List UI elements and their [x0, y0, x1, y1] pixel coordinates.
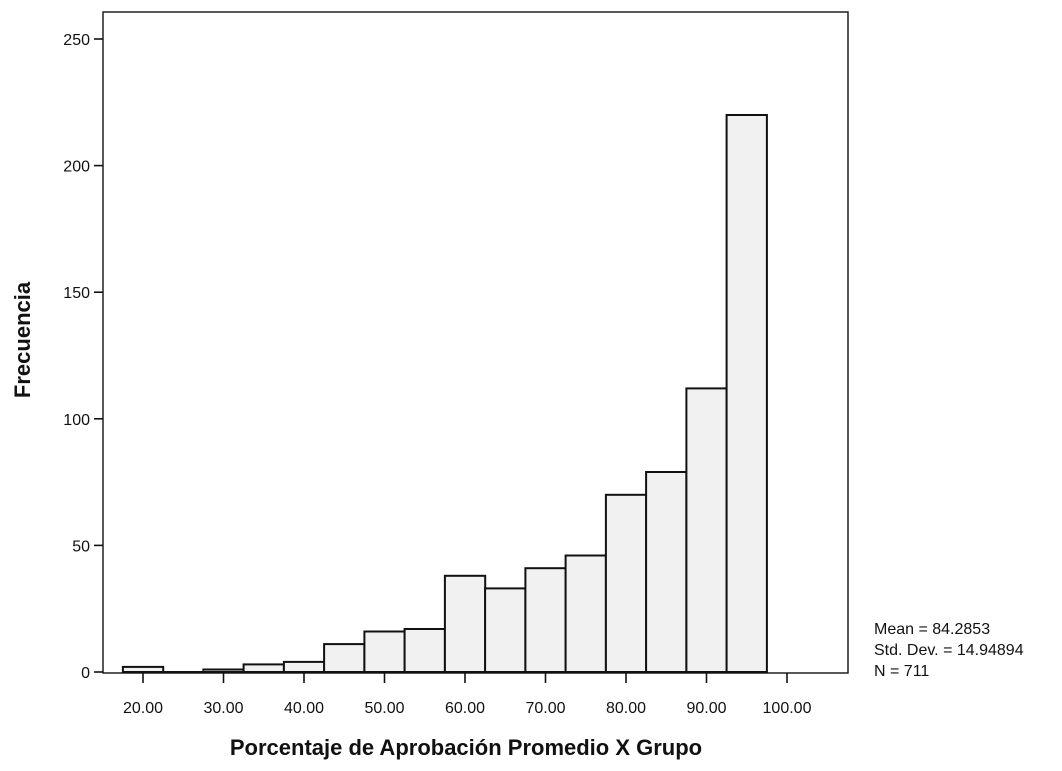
plot-frame: [102, 11, 849, 674]
x-tick-label: 30.00: [203, 700, 243, 717]
stats-box: Mean = 84.2853 Std. Dev. = 14.94894 N = …: [874, 621, 1024, 680]
stats-std-dev: Std. Dev. = 14.94894: [874, 642, 1024, 659]
histogram-bar: [403, 628, 446, 673]
x-tick-label: 20.00: [123, 700, 163, 717]
x-axis-title: Porcentaje de Aprobación Promedio X Grup…: [230, 735, 702, 760]
histogram-bar: [564, 554, 607, 673]
y-tick-label: 100: [63, 412, 90, 429]
histogram-bar: [725, 114, 768, 673]
y-tick-label: 200: [63, 159, 90, 176]
x-tick-label: 50.00: [364, 700, 404, 717]
x-tick-label: 40.00: [284, 700, 324, 717]
histogram-bar: [604, 493, 648, 673]
x-tick-label: 70.00: [525, 700, 565, 717]
y-tick-label: 150: [63, 285, 90, 302]
x-tick-label: 60.00: [445, 700, 485, 717]
y-tick-label: 250: [63, 32, 90, 49]
y-tick-label: 50: [72, 538, 90, 555]
x-tick-label: 90.00: [686, 700, 726, 717]
histogram-bar: [645, 471, 688, 673]
histogram-bar: [282, 660, 326, 674]
y-tick-label: 0: [81, 665, 90, 682]
histogram-bar: [363, 630, 406, 673]
stats-mean: Mean = 84.2853: [874, 621, 990, 638]
y-axis-title: Frecuencia: [10, 281, 35, 398]
bars-layer: [121, 114, 768, 674]
histogram-bar: [524, 567, 567, 674]
axis-layer: 0 50 100 150 200 250 20.00 30.00 40.00 50.00 60.00…: [63, 32, 811, 717]
histogram-bar: [323, 643, 366, 673]
histogram-bar: [685, 387, 728, 673]
histogram-bar: [484, 587, 527, 674]
histogram-bar: [443, 574, 487, 673]
x-tick-label: 100.00: [763, 700, 812, 717]
x-tick-label: 80.00: [606, 700, 646, 717]
histogram-bar: [242, 663, 285, 674]
stats-n: N = 711: [874, 663, 929, 680]
